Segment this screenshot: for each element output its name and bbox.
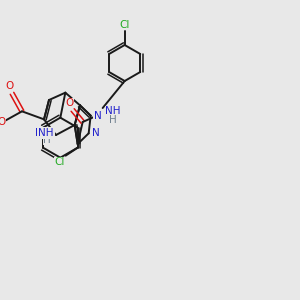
Text: H: H — [43, 135, 51, 145]
Text: N: N — [92, 128, 100, 138]
Text: Cl: Cl — [119, 20, 130, 30]
Text: Cl: Cl — [55, 157, 65, 167]
Text: N: N — [92, 128, 100, 138]
Text: N: N — [94, 111, 101, 121]
Text: NH: NH — [105, 106, 120, 116]
Text: N: N — [94, 111, 101, 121]
Text: O: O — [0, 117, 5, 127]
Text: H: H — [109, 115, 116, 125]
Text: NH: NH — [34, 128, 50, 138]
Text: NH: NH — [38, 128, 54, 138]
Text: O: O — [6, 81, 14, 91]
Text: O: O — [65, 98, 74, 108]
